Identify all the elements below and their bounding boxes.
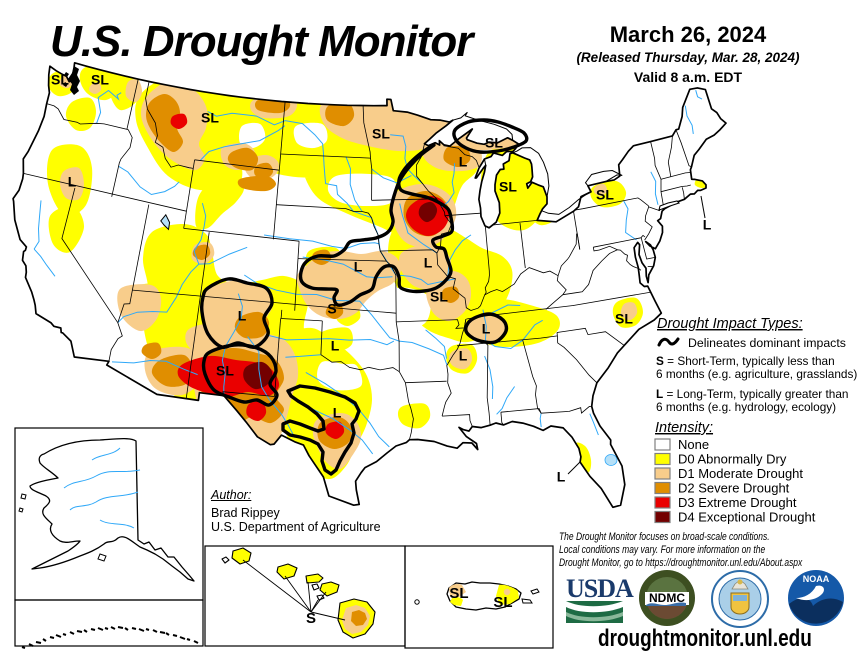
- svg-text:SL: SL: [493, 594, 512, 611]
- svg-text:None: None: [678, 437, 709, 452]
- svg-text:6 months (e.g. agriculture, gr: 6 months (e.g. agriculture, grasslands): [656, 367, 857, 381]
- svg-text:USDA: USDA: [566, 574, 634, 603]
- svg-text:L: L: [703, 217, 712, 233]
- svg-text:L: L: [424, 255, 433, 271]
- svg-text:L: L: [238, 308, 247, 324]
- svg-text:S: S: [306, 610, 316, 627]
- svg-text:L = Long-Term, typically great: L = Long-Term, typically greater than: [656, 387, 848, 401]
- svg-text:D0 Abnormally Dry: D0 Abnormally Dry: [678, 452, 787, 467]
- svg-text:Drought Impact Types:: Drought Impact Types:: [657, 316, 803, 332]
- svg-text:Intensity:: Intensity:: [655, 420, 713, 436]
- svg-text:S = Short-Term, typically less: S = Short-Term, typically less than: [656, 354, 835, 368]
- svg-text:L: L: [331, 338, 340, 354]
- svg-text:SL: SL: [216, 363, 234, 379]
- svg-text:L: L: [68, 174, 77, 190]
- svg-text:L: L: [333, 405, 342, 421]
- svg-text:D4 Exceptional Drought: D4 Exceptional Drought: [678, 510, 816, 525]
- svg-text:L: L: [459, 348, 468, 364]
- svg-text:SL: SL: [430, 289, 448, 305]
- svg-text:L: L: [459, 154, 468, 170]
- svg-text:L: L: [557, 469, 566, 485]
- svg-text:D3 Extreme Drought: D3 Extreme Drought: [678, 495, 797, 510]
- svg-text:SL: SL: [615, 311, 633, 327]
- svg-text:SL: SL: [485, 135, 503, 151]
- svg-text:SL: SL: [596, 187, 614, 203]
- svg-text:L: L: [482, 321, 491, 337]
- svg-text:D2 Severe Drought: D2 Severe Drought: [678, 481, 790, 496]
- svg-text:SL: SL: [201, 110, 219, 126]
- svg-text:D1 Moderate Drought: D1 Moderate Drought: [678, 466, 803, 481]
- svg-text:6 months (e.g. hydrology, ecol: 6 months (e.g. hydrology, ecology): [656, 400, 836, 414]
- svg-text:L: L: [354, 259, 363, 275]
- svg-text:SL: SL: [499, 179, 517, 195]
- svg-text:NOAA: NOAA: [803, 574, 830, 584]
- svg-text:SL: SL: [91, 72, 109, 88]
- svg-text:NDMC: NDMC: [649, 591, 685, 605]
- svg-text:SL: SL: [372, 126, 390, 142]
- svg-text:S: S: [327, 301, 336, 317]
- svg-text:Delineates dominant impacts: Delineates dominant impacts: [688, 336, 846, 350]
- svg-text:SL: SL: [449, 585, 468, 602]
